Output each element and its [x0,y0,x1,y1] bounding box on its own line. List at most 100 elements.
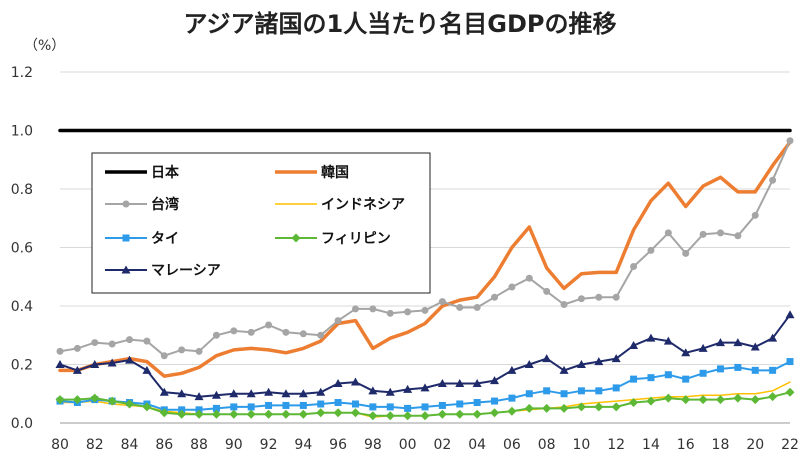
legend-label: 日本 [151,164,180,181]
legend-item: 日本 [105,164,180,181]
x-tick-label: 80 [51,437,69,453]
data-point [125,399,135,409]
data-point [437,409,447,419]
data-point [229,389,239,398]
data-point [594,357,604,366]
x-tick-label: 96 [329,437,347,453]
data-point [282,328,290,336]
series-5 [55,387,795,421]
data-point [351,400,359,408]
data-point [612,384,620,392]
legend-item: インドネシア [275,197,405,213]
data-point [143,337,151,345]
data-point [247,403,255,411]
data-point [177,409,187,419]
data-point [438,401,446,409]
data-point [194,409,204,419]
data-point [230,403,238,411]
data-point [298,409,308,419]
x-tick-label: 00 [399,437,417,453]
legend-marker [121,265,131,274]
data-point [159,408,169,418]
data-point [386,403,394,411]
data-point [90,360,100,368]
x-tick-label: 10 [573,437,591,453]
data-point [715,395,725,405]
series-lines [55,128,795,421]
data-point [491,397,499,405]
data-point [265,401,273,409]
data-point [525,274,533,282]
data-point [682,375,690,383]
legend-marker [122,200,130,208]
data-point [247,328,255,336]
data-point [630,375,638,383]
data-point [299,401,307,409]
data-point [404,404,412,412]
data-point [55,395,65,405]
data-point [107,358,117,367]
data-point [785,387,795,397]
data-point [246,389,256,398]
data-point [560,390,568,398]
x-tick-label: 18 [712,437,730,453]
data-point [595,293,603,301]
x-tick-label: 86 [155,437,173,453]
data-point [595,387,603,395]
data-point [542,403,552,413]
data-point [473,303,481,311]
data-point [768,392,778,402]
x-tick-label: 94 [294,437,312,453]
data-point [281,389,291,398]
data-point [212,331,220,339]
data-point [142,402,152,412]
data-point [437,379,447,388]
data-point [611,354,621,363]
x-tick-label: 92 [260,437,278,453]
x-tick-label: 22 [781,437,799,453]
data-point [681,348,691,357]
data-point [333,379,343,388]
data-point [126,336,134,344]
data-point [576,360,586,368]
data-point [750,395,760,405]
data-point [560,301,568,309]
data-point [316,408,326,418]
data-point [385,411,395,421]
data-point [299,330,307,338]
legend-item: タイ [105,231,179,247]
legend-marker [122,234,130,242]
data-point [611,402,621,412]
data-point [212,404,220,412]
x-axis: 80 82 84 86 88 90 92 94 96 98 00 02 04 06 08 10 12 14 16 18… [51,437,799,453]
data-point [559,403,569,413]
data-point [55,360,65,368]
data-point [317,400,325,408]
data-point [72,395,82,405]
data-point [524,360,534,368]
data-point [733,393,743,403]
y-tick-label: 0.0 [11,416,33,432]
x-tick-label: 06 [503,437,521,453]
y-tick-label: 1.2 [11,65,33,81]
data-point [473,399,481,407]
data-point [769,176,777,184]
data-point [265,321,273,329]
y-axis-unit-label: （%） [24,38,65,54]
data-point [230,327,238,335]
data-point [577,295,585,303]
data-point [229,409,239,419]
data-point [524,403,534,413]
chart-title: アジア諸国の1人当たり名目GDPの推移 [183,10,617,38]
data-point [682,249,690,257]
legend-label: インドネシア [321,197,405,213]
legend-marker [291,233,301,243]
data-point [612,293,620,301]
series-6 [55,310,795,401]
data-point [490,408,500,418]
data-point [316,387,326,396]
data-point [211,409,221,419]
data-point [508,283,516,291]
x-tick-label: 20 [746,437,764,453]
